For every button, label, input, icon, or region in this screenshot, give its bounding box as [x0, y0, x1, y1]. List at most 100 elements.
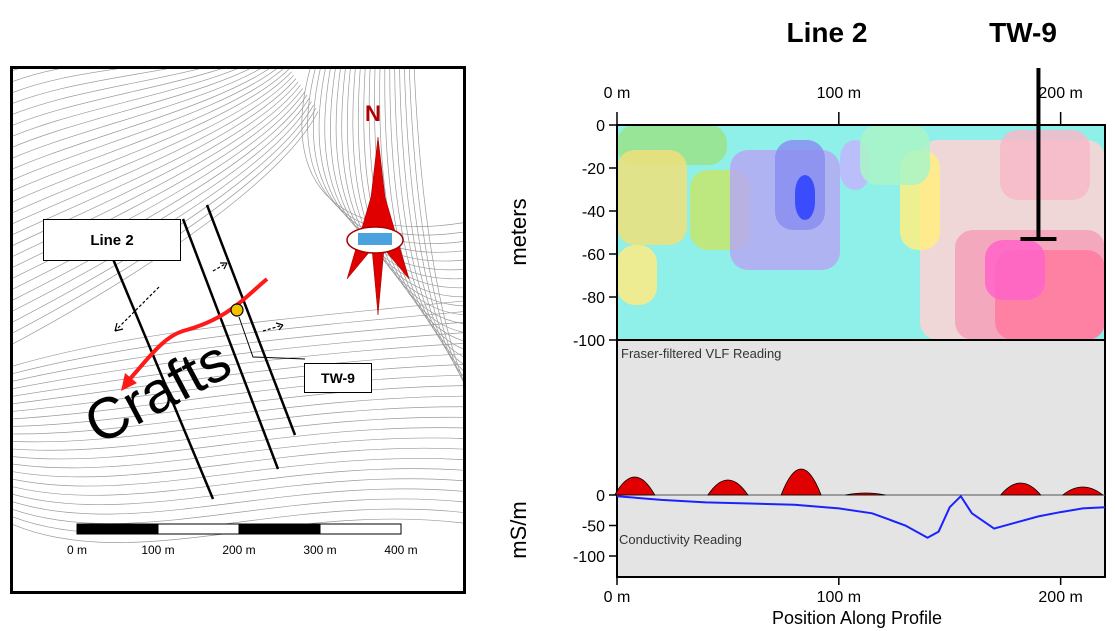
contour-line: [363, 69, 463, 324]
contour-line: [379, 69, 463, 350]
contour-line: [13, 343, 463, 397]
contour-line: [13, 374, 463, 420]
depth-tick-label: -80: [582, 290, 605, 307]
contour-line: [13, 458, 463, 487]
contour-line: [13, 94, 308, 290]
vlf-peak: [999, 482, 1042, 496]
depth-anomaly: [1000, 130, 1090, 200]
contour-line: [13, 101, 312, 312]
contour-line: [13, 98, 310, 301]
scale-bar-label: 400 m: [384, 543, 417, 557]
bottom-axis-tick-label: 0 m: [604, 589, 631, 606]
contour-line: [13, 395, 463, 435]
contour-line: [13, 88, 303, 268]
conductivity-line: [616, 494, 1106, 539]
survey-line: [181, 218, 280, 470]
vlf-label: Fraser-filtered VLF Reading: [621, 346, 781, 361]
vlf-peak: [707, 479, 749, 496]
lower-panel: [616, 339, 1106, 578]
contour-line: [313, 69, 463, 245]
contour-line: [13, 69, 270, 170]
arrow-head: [220, 262, 228, 270]
logo-mark: [358, 233, 392, 245]
survey-line: [205, 204, 297, 436]
direction-arrows: [114, 262, 284, 332]
contour-line: [13, 488, 463, 515]
contour-line: [13, 385, 463, 427]
contour-line: [13, 69, 200, 115]
scale-bar-segment: [238, 523, 321, 535]
contour-line: [13, 311, 463, 374]
contour-line: [13, 478, 463, 505]
top-axis-tick-label: 200 m: [1038, 85, 1082, 102]
vlf-peak: [780, 468, 822, 496]
depth-tick-label: -20: [582, 161, 605, 178]
depth-anomaly: [985, 240, 1045, 300]
scale-bar-label: 200 m: [222, 543, 255, 557]
contour-line: [13, 447, 463, 478]
map-well-label: TW-9: [304, 363, 372, 393]
contour-line: [13, 69, 60, 82]
contour-line: [13, 416, 463, 451]
contour-line: [13, 468, 463, 496]
cond-tick-label: 0: [596, 488, 605, 505]
depth-section: [617, 125, 1105, 340]
scale-bar-segment: [319, 523, 402, 535]
north-label: N: [365, 101, 381, 126]
contour-line: [13, 321, 463, 382]
contour-line: [404, 69, 463, 381]
depth-axis-title: meters: [506, 198, 531, 265]
bottom-axis-tick-label: 100 m: [817, 589, 861, 606]
top-axis-tick-label: 0 m: [604, 85, 631, 102]
x-axis-title: Position Along Profile: [772, 608, 942, 628]
contour-line: [384, 69, 463, 357]
contour-line: [13, 91, 306, 279]
profile-line-title: Line 2: [787, 17, 868, 48]
contour-line: [358, 69, 463, 316]
contour-lines: [13, 69, 463, 543]
cond-axis-title: mS/m: [506, 501, 531, 558]
contour-line: [13, 332, 463, 390]
contour-line: [413, 69, 463, 381]
top-axis-tick-label: 100 m: [817, 85, 861, 102]
contour-line: [13, 498, 463, 524]
vlf-profile: Line 2 TW-9 0 m 100 m 200 m 0 -20 -40 -60 -80 -100…: [506, 17, 1106, 628]
vlf-peak: [614, 476, 656, 496]
arrow-head: [114, 322, 124, 332]
contour-line: [13, 69, 222, 126]
contour-line: [13, 300, 463, 367]
conductivity-label: Conductivity Reading: [619, 532, 742, 547]
arrow-head: [275, 322, 284, 331]
cond-tick-label: -100: [573, 549, 605, 566]
well-marker: [230, 303, 244, 317]
contour-line: [13, 69, 250, 148]
contour-line: [13, 69, 118, 93]
north-arrow: [346, 136, 410, 316]
bottom-axis-tick-label: 200 m: [1038, 589, 1082, 606]
depth-anomaly: [860, 125, 930, 185]
contour-line: [13, 437, 463, 469]
contour-line: [13, 78, 297, 235]
direction-arrow: [114, 286, 160, 332]
contour-line: [389, 69, 463, 365]
site-map: 0 m 100 m 200 m 300 m 400 m N Line 2 TW-9 Cr…: [10, 66, 466, 594]
contour-line: [13, 74, 295, 224]
map-line-label: Line 2: [43, 219, 181, 261]
direction-arrow: [212, 262, 228, 272]
contour-line: [324, 69, 463, 262]
depth-tick-label: -100: [573, 333, 605, 350]
flow-arrow: [126, 277, 269, 383]
survey-line: [111, 258, 215, 500]
flow-arrow-head: [121, 373, 137, 391]
contour-line: [13, 84, 301, 257]
contour-line: [13, 353, 463, 405]
scale-bar-segment: [76, 523, 159, 535]
direction-arrow: [262, 324, 284, 332]
vlf-peak: [845, 492, 886, 496]
contour-line: [13, 69, 284, 192]
depth-anomaly: [617, 245, 657, 305]
scale-bar-segment: [157, 523, 240, 535]
contour-line: [13, 71, 292, 213]
depth-tick-label: 0: [596, 118, 605, 135]
contour-line: [13, 427, 463, 460]
